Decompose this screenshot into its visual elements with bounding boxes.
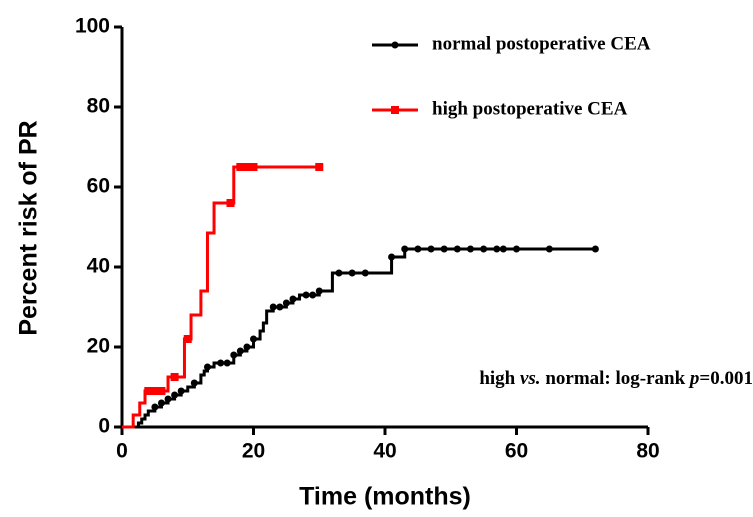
censor-mark <box>466 245 474 253</box>
x-tick-label: 20 <box>242 440 265 463</box>
x-tick-label: 0 <box>116 440 128 463</box>
censor-mark <box>289 295 297 303</box>
censor-mark <box>177 387 185 395</box>
censor-mark <box>151 403 159 411</box>
censor-mark <box>243 343 251 351</box>
x-tick-label: 40 <box>373 440 396 463</box>
censor-mark <box>276 303 284 311</box>
censor-mark <box>480 245 488 253</box>
survival-line <box>122 247 596 429</box>
censor-mark <box>315 287 323 295</box>
censor-mark <box>144 387 153 395</box>
censor-mark <box>591 245 599 253</box>
censor-mark <box>223 359 231 367</box>
censor-mark <box>348 269 356 277</box>
censor-mark <box>315 163 324 171</box>
censor-mark <box>242 163 251 171</box>
censor-mark <box>226 199 235 207</box>
annotation-part: p <box>688 368 700 389</box>
annotation-part: normal: log-rank <box>541 368 690 389</box>
censor-mark <box>282 299 290 307</box>
annotation: high vs. normal: log-rank p=0.001 <box>479 368 753 389</box>
legend-label: high postoperative CEA <box>432 98 628 119</box>
y-tick-label: 60 <box>87 175 110 198</box>
y-tick-label: 80 <box>87 95 110 118</box>
censor-mark <box>493 245 501 253</box>
censor-mark <box>183 335 192 343</box>
x-tick-label: 80 <box>636 440 659 463</box>
annotation-part: vs. <box>520 368 541 389</box>
censor-mark <box>335 269 343 277</box>
y-axis-title: Percent risk of PR <box>15 120 43 335</box>
censor-mark <box>401 245 409 253</box>
x-axis-title: Time (months) <box>299 483 471 511</box>
y-tick-label: 0 <box>98 415 110 438</box>
censor-mark <box>217 359 225 367</box>
legend-marker <box>391 106 399 114</box>
censor-mark <box>388 253 396 261</box>
censor-mark <box>269 303 277 311</box>
y-tick-label: 40 <box>87 255 110 278</box>
censor-mark <box>150 387 159 395</box>
censor-mark <box>249 163 258 171</box>
censor-mark <box>236 163 245 171</box>
censor-mark <box>440 245 448 253</box>
censor-mark <box>170 373 179 381</box>
censor-mark <box>157 387 166 395</box>
censor-mark <box>171 391 179 399</box>
y-tick-label: 100 <box>75 15 110 38</box>
censor-mark <box>164 395 172 403</box>
censor-mark <box>545 245 553 253</box>
censor-mark <box>453 245 461 253</box>
censor-mark <box>203 363 211 371</box>
censor-mark <box>499 245 507 253</box>
censor-mark <box>427 245 435 253</box>
censor-mark <box>309 291 317 299</box>
censor-mark <box>157 399 165 407</box>
legend-marker <box>391 41 399 49</box>
annotation-part: =0.001 <box>699 368 753 389</box>
y-tick-label: 20 <box>87 335 110 358</box>
censor-mark <box>302 291 310 299</box>
censor-mark <box>414 245 422 253</box>
censor-mark <box>230 351 238 359</box>
censor-mark <box>513 245 520 253</box>
x-tick-label: 60 <box>505 440 528 463</box>
censor-mark <box>361 269 369 277</box>
censor-mark <box>250 335 257 343</box>
legend-label: normal postoperative CEA <box>432 33 651 54</box>
censor-mark <box>190 379 198 387</box>
annotation-part: high <box>479 368 520 389</box>
censor-mark <box>236 347 244 355</box>
